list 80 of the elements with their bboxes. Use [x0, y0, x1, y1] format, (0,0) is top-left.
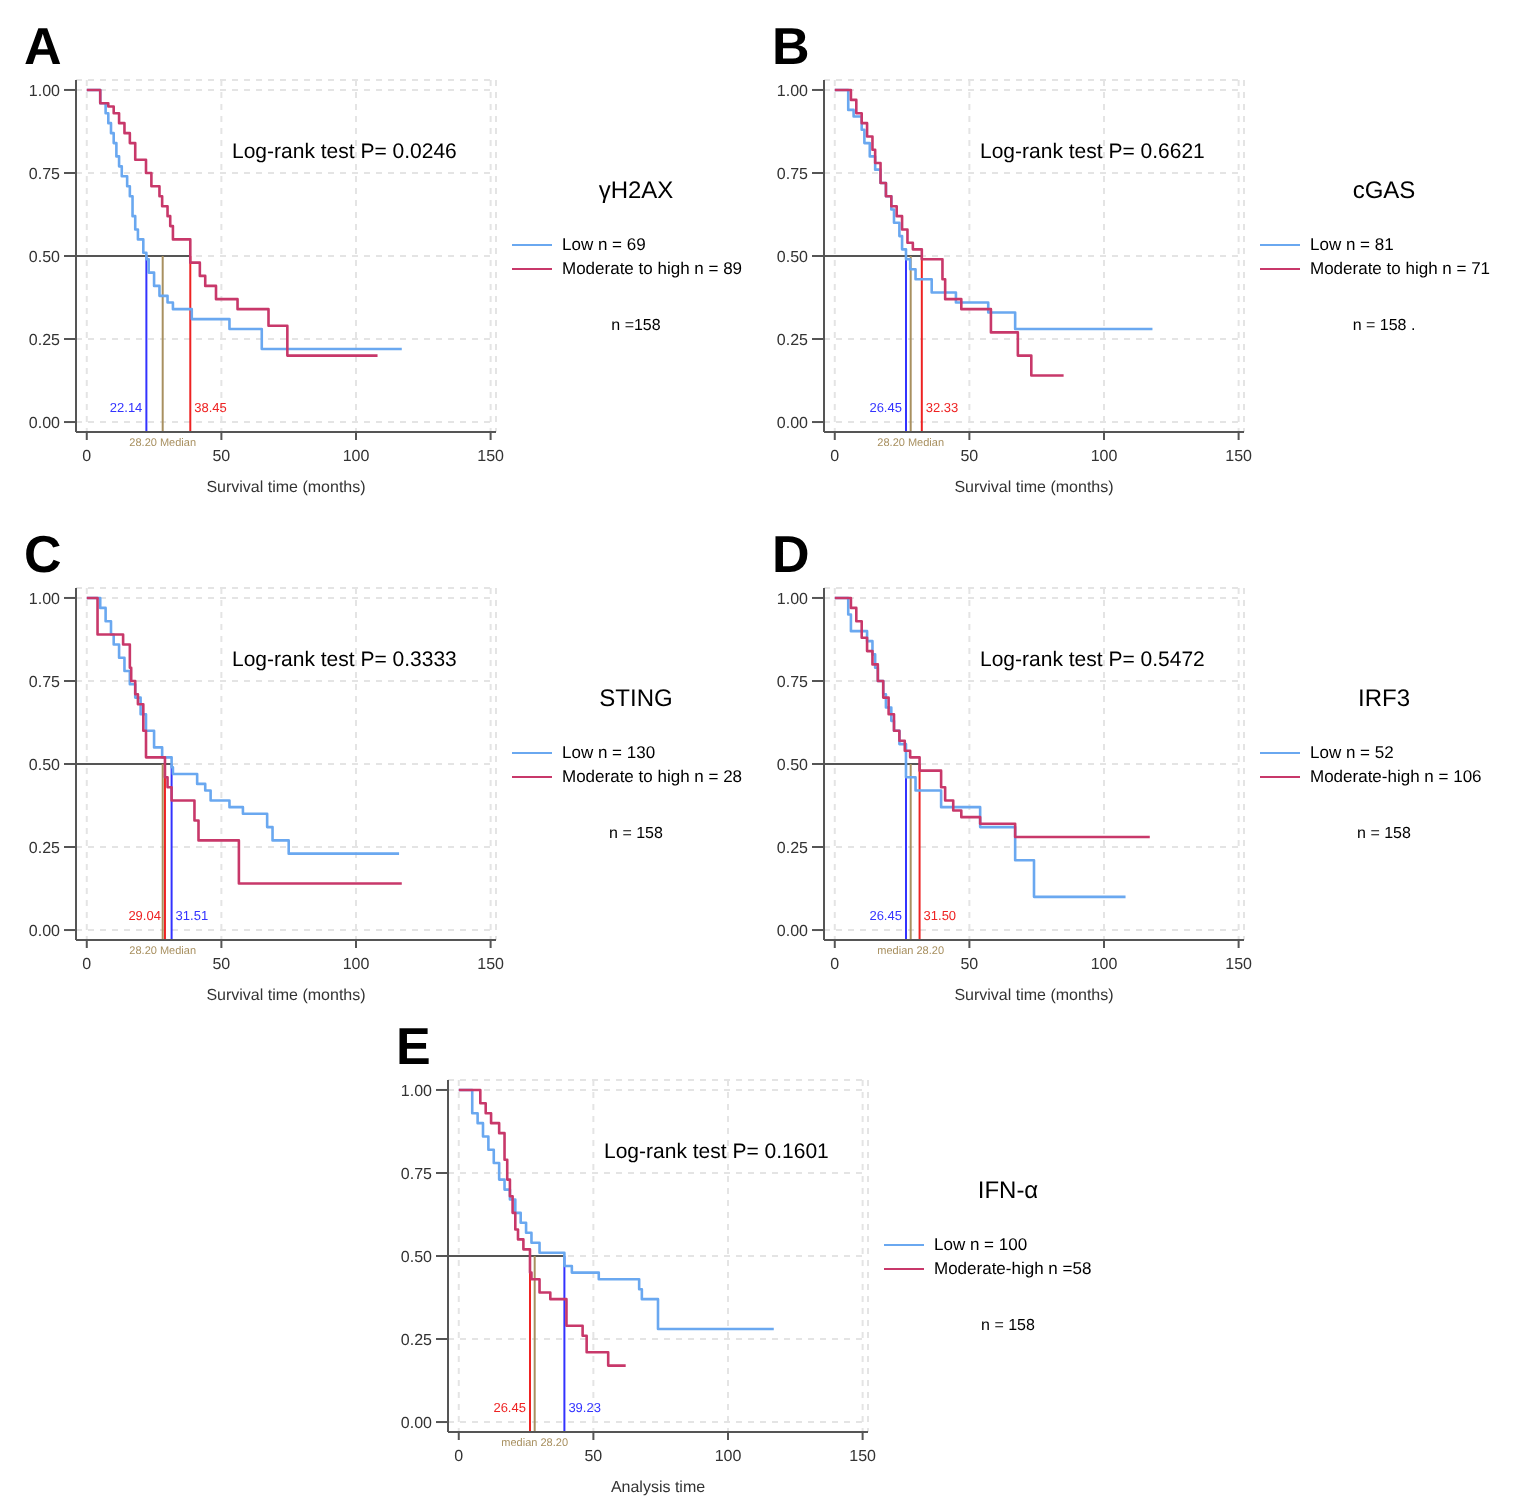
y-tick-label: 0.50	[776, 755, 810, 774]
x-axis-title: Analysis time	[610, 1478, 707, 1496]
legend-title: cGAS	[1350, 176, 1418, 204]
chart-title: E	[396, 1016, 431, 1078]
text: n = 158 .	[1350, 316, 1418, 334]
y-tick-label: 0.00	[400, 1413, 434, 1432]
y-tick-label: 0.75	[776, 672, 810, 691]
y-tick-label: 0.75	[28, 672, 62, 691]
legend-label: Moderate to high n = 89	[562, 256, 743, 280]
x-tick-label: 100	[1090, 955, 1119, 974]
y-tick-label: 0.50	[776, 247, 810, 266]
y-tick-label: 0.00	[28, 921, 62, 940]
x-tick-label: 150	[477, 955, 506, 974]
x-tick-label: 150	[477, 447, 506, 466]
legend-label: Low n = 100	[934, 1232, 1028, 1256]
annotation: Log-rank test P= 0.3333	[232, 648, 457, 672]
y-tick-label: 0.25	[776, 838, 810, 857]
x-tick-label: 100	[342, 955, 371, 974]
legend-title: STING	[597, 684, 675, 712]
y-tick-label: 1.00	[776, 589, 810, 608]
x-axis-title: Survival time (months)	[954, 986, 1115, 1004]
y-tick-label: 0.75	[28, 164, 62, 183]
legend-label: Low n = 52	[1310, 740, 1394, 764]
chart-title: A	[24, 16, 62, 78]
x-tick-label: 0	[82, 447, 93, 466]
x-tick-label: 0	[830, 447, 841, 466]
y-tick-label: 0.00	[776, 413, 810, 432]
y-tick-label: 0.50	[28, 247, 62, 266]
x-tick-label: 0	[830, 955, 841, 974]
annotation: Log-rank test P= 0.5472	[980, 648, 1205, 672]
chart-title: C	[24, 524, 62, 586]
y-tick-label: 0.75	[776, 164, 810, 183]
annotation: Log-rank test P= 0.1601	[604, 1140, 829, 1164]
text: n = 158	[979, 1316, 1037, 1334]
x-tick-label: 150	[1225, 447, 1254, 466]
y-tick-label: 0.25	[28, 330, 62, 349]
y-tick-label: 1.00	[28, 589, 62, 608]
legend-label: Low n = 81	[1310, 232, 1394, 256]
y-tick-label: 0.25	[28, 838, 62, 857]
y-tick-label: 0.75	[400, 1164, 434, 1183]
x-tick-label: 50	[960, 955, 980, 974]
legend-title: γH2AX	[596, 176, 676, 204]
x-tick-label: 50	[212, 955, 232, 974]
text: n = 158	[1355, 824, 1413, 842]
y-tick-label: 1.00	[28, 81, 62, 100]
x-tick-label: 0	[82, 955, 93, 974]
legend-label: Low n = 69	[562, 232, 646, 256]
annotation: Log-rank test P= 0.6621	[980, 140, 1205, 164]
x-tick-label: 100	[714, 1447, 743, 1466]
x-tick-label: 100	[1090, 447, 1119, 466]
text: n = 158	[607, 824, 665, 842]
y-tick-label: 1.00	[776, 81, 810, 100]
chart-title: B	[772, 16, 810, 78]
legend-label: Moderate to high n = 71	[1310, 256, 1491, 280]
legend-label: Moderate to high n = 28	[562, 764, 743, 788]
x-tick-label: 50	[212, 447, 232, 466]
annotation: Log-rank test P= 0.0246	[232, 140, 457, 164]
legend-label: Moderate-high n =58	[934, 1256, 1092, 1280]
x-axis-title: Survival time (months)	[954, 478, 1115, 496]
x-tick-label: 50	[584, 1447, 604, 1466]
x-tick-label: 0	[454, 1447, 465, 1466]
y-tick-label: 1.00	[400, 1081, 434, 1100]
x-tick-label: 100	[342, 447, 371, 466]
x-tick-label: 150	[849, 1447, 878, 1466]
legend-label: Moderate-high n = 106	[1310, 764, 1482, 788]
legend-title: IRF3	[1355, 684, 1412, 712]
x-tick-label: 50	[960, 447, 980, 466]
text: n =158	[609, 316, 663, 334]
legend-title: IFN-α	[975, 1176, 1041, 1204]
legend-label: Low n = 130	[562, 740, 656, 764]
chart-title: D	[772, 524, 810, 586]
y-tick-label: 0.00	[776, 921, 810, 940]
y-tick-label: 0.50	[400, 1247, 434, 1266]
x-axis-title: Survival time (months)	[206, 986, 367, 1004]
y-tick-label: 0.25	[776, 330, 810, 349]
x-tick-label: 150	[1225, 955, 1254, 974]
y-tick-label: 0.50	[28, 755, 62, 774]
y-tick-label: 0.00	[28, 413, 62, 432]
x-axis-title: Survival time (months)	[206, 478, 367, 496]
y-tick-label: 0.25	[400, 1330, 434, 1349]
